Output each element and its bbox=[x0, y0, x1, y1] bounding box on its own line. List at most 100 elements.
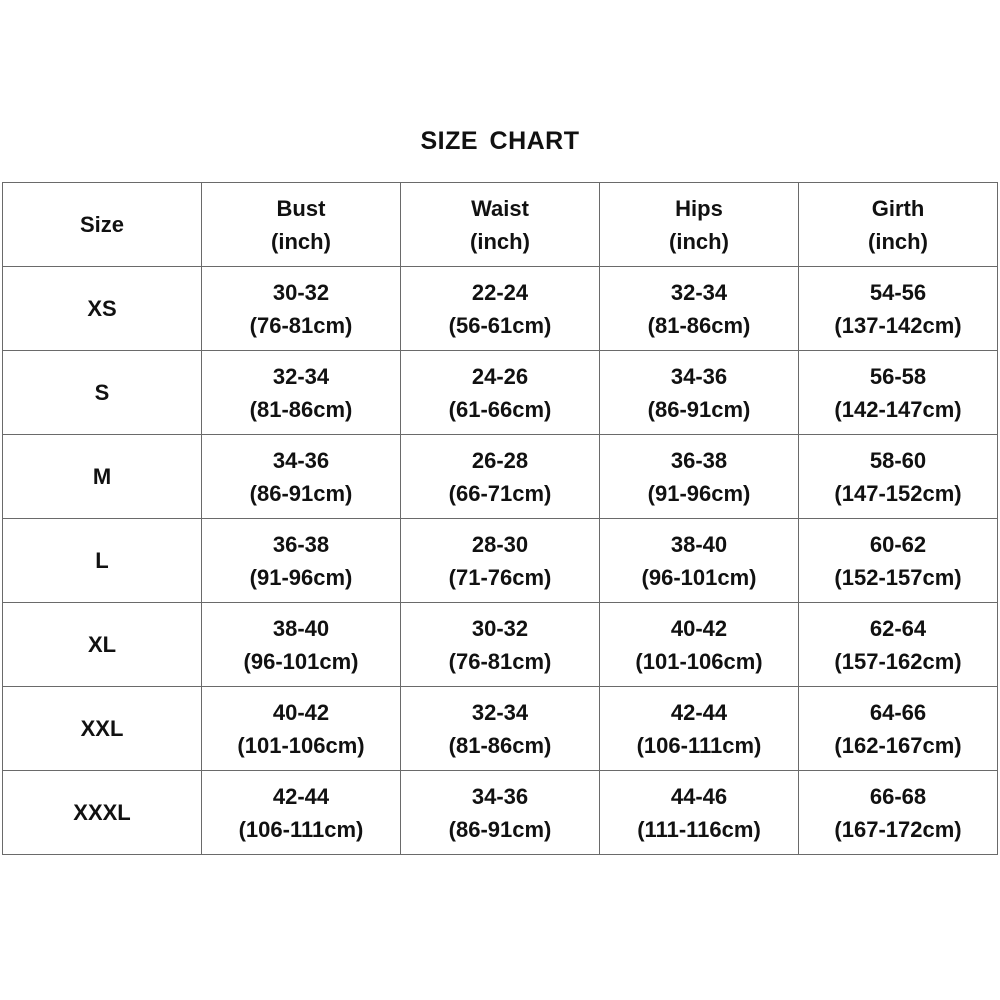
inch-range: 30-32 bbox=[272, 279, 330, 305]
inch-range: 54-56 bbox=[869, 279, 927, 305]
inch-range: 60-62 bbox=[869, 531, 927, 557]
inch-range: 32-34 bbox=[670, 279, 728, 305]
inch-range: 42-44 bbox=[670, 699, 728, 725]
size-chart-table: Size Bust (inch) Waist (inch) Hips (inch) Girth… bbox=[2, 182, 998, 855]
measurement-cell: 66-68 (167-172cm) bbox=[798, 770, 998, 855]
cm-range: (106-111cm) bbox=[238, 816, 364, 842]
table-row: XL 38-40 (96-101cm) 30-32 (76-81cm) 40-42 (101… bbox=[2, 602, 998, 687]
measurement-cell: 34-36 (86-91cm) bbox=[201, 434, 401, 519]
table-row: S 32-34 (81-86cm) 24-26 (61-66cm) 34-36 (86-91… bbox=[2, 350, 998, 435]
inch-range: 28-30 bbox=[471, 531, 529, 557]
cm-range: (147-152cm) bbox=[834, 480, 962, 506]
size-label: XXL bbox=[2, 686, 202, 771]
inch-range: 34-36 bbox=[670, 363, 728, 389]
measurement-cell: 24-26 (61-66cm) bbox=[400, 350, 600, 435]
size-label: L bbox=[2, 518, 202, 603]
cm-range: (81-86cm) bbox=[448, 732, 552, 758]
measurement-cell: 56-58 (142-147cm) bbox=[798, 350, 998, 435]
inch-range: 36-38 bbox=[272, 531, 330, 557]
inch-range: 44-46 bbox=[670, 783, 728, 809]
measurement-cell: 42-44 (106-111cm) bbox=[599, 686, 799, 771]
measurement-cell: 38-40 (96-101cm) bbox=[599, 518, 799, 603]
measurement-cell: 58-60 (147-152cm) bbox=[798, 434, 998, 519]
size-label: S bbox=[2, 350, 202, 435]
inch-range: 42-44 bbox=[272, 783, 330, 809]
measurement-cell: 40-42 (101-106cm) bbox=[599, 602, 799, 687]
table-row: XXL 40-42 (101-106cm) 32-34 (81-86cm) 42-44 (1… bbox=[2, 686, 998, 771]
inch-range: 62-64 bbox=[869, 615, 927, 641]
measurement-cell: 32-34 (81-86cm) bbox=[599, 266, 799, 351]
inch-range: 38-40 bbox=[670, 531, 728, 557]
measurement-cell: 34-36 (86-91cm) bbox=[599, 350, 799, 435]
header-text: (inch) bbox=[271, 228, 331, 254]
header-text: Girth bbox=[871, 195, 925, 221]
cm-range: (66-71cm) bbox=[448, 480, 552, 506]
inch-range: 30-32 bbox=[471, 615, 529, 641]
header-text: (inch) bbox=[669, 228, 729, 254]
measurement-cell: 34-36 (86-91cm) bbox=[400, 770, 600, 855]
inch-range: 56-58 bbox=[869, 363, 927, 389]
table-row: L 36-38 (91-96cm) 28-30 (71-76cm) 38-40 (96-10… bbox=[2, 518, 998, 603]
measurement-cell: 60-62 (152-157cm) bbox=[798, 518, 998, 603]
cm-range: (61-66cm) bbox=[448, 396, 552, 422]
cm-range: (106-111cm) bbox=[636, 732, 762, 758]
cm-range: (137-142cm) bbox=[834, 312, 962, 338]
measurement-cell: 28-30 (71-76cm) bbox=[400, 518, 600, 603]
header-row: Size Bust (inch) Waist (inch) Hips (inch) Girth… bbox=[2, 182, 998, 267]
cm-range: (91-96cm) bbox=[647, 480, 751, 506]
cm-range: (101-106cm) bbox=[635, 648, 763, 674]
cm-range: (86-91cm) bbox=[647, 396, 751, 422]
size-label: M bbox=[2, 434, 202, 519]
cm-range: (76-81cm) bbox=[448, 648, 552, 674]
inch-range: 34-36 bbox=[272, 447, 330, 473]
measurement-cell: 38-40 (96-101cm) bbox=[201, 602, 401, 687]
page-title: SIZE CHART bbox=[420, 127, 580, 155]
inch-range: 64-66 bbox=[869, 699, 927, 725]
cm-range: (142-147cm) bbox=[834, 396, 962, 422]
inch-range: 66-68 bbox=[869, 783, 927, 809]
measurement-cell: 44-46 (111-116cm) bbox=[599, 770, 799, 855]
cm-range: (152-157cm) bbox=[834, 564, 962, 590]
inch-range: 40-42 bbox=[272, 699, 330, 725]
cm-range: (71-76cm) bbox=[448, 564, 552, 590]
cm-range: (81-86cm) bbox=[647, 312, 751, 338]
column-header: Girth (inch) bbox=[798, 182, 998, 267]
cm-range: (76-81cm) bbox=[249, 312, 353, 338]
inch-range: 58-60 bbox=[869, 447, 927, 473]
inch-range: 36-38 bbox=[670, 447, 728, 473]
measurement-cell: 22-24 (56-61cm) bbox=[400, 266, 600, 351]
cm-range: (96-101cm) bbox=[641, 564, 757, 590]
inch-range: 34-36 bbox=[471, 783, 529, 809]
inch-range: 32-34 bbox=[471, 699, 529, 725]
measurement-cell: 64-66 (162-167cm) bbox=[798, 686, 998, 771]
column-header: Size bbox=[2, 182, 202, 267]
cm-range: (101-106cm) bbox=[237, 732, 365, 758]
measurement-cell: 30-32 (76-81cm) bbox=[400, 602, 600, 687]
size-label: XL bbox=[2, 602, 202, 687]
inch-range: 26-28 bbox=[471, 447, 529, 473]
column-header: Bust (inch) bbox=[201, 182, 401, 267]
inch-range: 22-24 bbox=[471, 279, 529, 305]
measurement-cell: 26-28 (66-71cm) bbox=[400, 434, 600, 519]
table-row: XXXL 42-44 (106-111cm) 34-36 (86-91cm) 44-46 (… bbox=[2, 770, 998, 855]
cm-range: (56-61cm) bbox=[448, 312, 552, 338]
inch-range: 40-42 bbox=[670, 615, 728, 641]
cm-range: (86-91cm) bbox=[249, 480, 353, 506]
table-row: XS 30-32 (76-81cm) 22-24 (56-61cm) 32-34 (81-8… bbox=[2, 266, 998, 351]
cm-range: (81-86cm) bbox=[249, 396, 353, 422]
measurement-cell: 32-34 (81-86cm) bbox=[201, 350, 401, 435]
cm-range: (86-91cm) bbox=[448, 816, 552, 842]
inch-range: 38-40 bbox=[272, 615, 330, 641]
cm-range: (91-96cm) bbox=[249, 564, 353, 590]
column-header: Waist (inch) bbox=[400, 182, 600, 267]
column-header: Hips (inch) bbox=[599, 182, 799, 267]
size-label: XXXL bbox=[2, 770, 202, 855]
header-text: (inch) bbox=[868, 228, 928, 254]
measurement-cell: 30-32 (76-81cm) bbox=[201, 266, 401, 351]
measurement-cell: 42-44 (106-111cm) bbox=[201, 770, 401, 855]
measurement-cell: 36-38 (91-96cm) bbox=[599, 434, 799, 519]
table-row: M 34-36 (86-91cm) 26-28 (66-71cm) 36-38 (91-96… bbox=[2, 434, 998, 519]
header-text: Size bbox=[79, 212, 125, 237]
header-text: Bust bbox=[276, 195, 326, 221]
header-text: Hips bbox=[675, 195, 723, 221]
